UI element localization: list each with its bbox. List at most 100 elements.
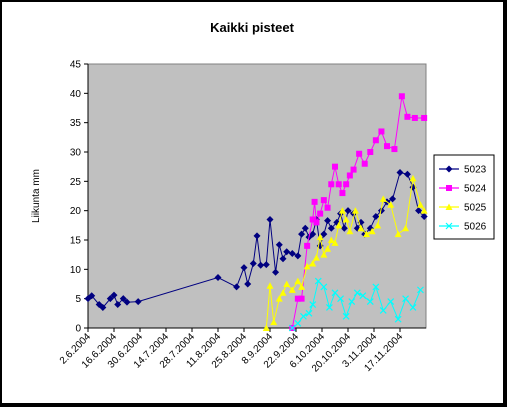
data-point [378, 128, 385, 135]
data-point [279, 289, 287, 296]
series-line [87, 171, 425, 309]
data-point [249, 259, 257, 267]
data-point [389, 195, 397, 203]
data-point [332, 163, 338, 170]
data-point [275, 241, 283, 249]
data-point [359, 292, 367, 300]
y-tick-label: 20 [70, 206, 82, 217]
data-point [387, 298, 395, 306]
data-point [257, 261, 265, 269]
data-point [387, 201, 395, 208]
legend-label: 5026 [464, 222, 487, 233]
data-point [294, 252, 302, 260]
data-point [403, 170, 411, 178]
data-point [335, 181, 342, 188]
data-point [338, 207, 346, 214]
y-tick-label: 35 [70, 118, 82, 129]
series-layer [84, 93, 428, 332]
data-point [342, 312, 350, 320]
data-point [272, 268, 280, 276]
data-point [396, 169, 404, 177]
legend-item: 5024 [439, 184, 487, 195]
data-point [294, 319, 302, 327]
y-tick-label: 15 [70, 236, 82, 247]
data-point [445, 165, 453, 173]
data-point [314, 277, 322, 285]
legend-item: 5023 [439, 165, 487, 176]
legend-label: 5024 [464, 184, 487, 195]
data-point [421, 114, 428, 121]
data-point [391, 146, 398, 153]
data-point [294, 277, 302, 285]
data-point [342, 215, 350, 223]
data-point [346, 172, 353, 179]
data-point [279, 255, 287, 263]
data-point [328, 181, 335, 188]
y-tick-label: 45 [70, 60, 82, 71]
data-point [309, 230, 317, 238]
data-point [312, 254, 320, 261]
data-point [343, 181, 350, 188]
data-point [398, 93, 405, 100]
data-point [402, 295, 409, 303]
data-point [415, 207, 423, 215]
data-point [366, 298, 374, 306]
data-point [288, 286, 296, 293]
data-point [420, 207, 428, 214]
data-point [309, 301, 317, 308]
data-point [416, 201, 424, 208]
data-point [266, 282, 274, 289]
data-point [350, 166, 357, 173]
legend: 5023 5024 5025 5026 [433, 154, 495, 240]
series-line [291, 280, 421, 329]
data-point [379, 195, 387, 202]
line-chart: Kaikki pisteet Liikunta mm 0 5 10 15 20 25 30 3… [31, 20, 495, 375]
data-point [294, 295, 301, 302]
data-point [394, 230, 402, 238]
data-point [363, 230, 371, 238]
data-point [372, 283, 380, 291]
data-point [384, 143, 390, 150]
data-point [367, 149, 374, 155]
data-point [326, 304, 333, 311]
data-point [445, 222, 453, 230]
y-axis-label: Liikunta mm [31, 169, 42, 223]
data-point [262, 261, 270, 269]
data-point [357, 224, 365, 232]
data-point [356, 150, 363, 157]
data-point [316, 233, 324, 241]
data-point [361, 160, 368, 167]
data-point [324, 245, 332, 252]
data-point [300, 312, 307, 320]
data-point [110, 291, 118, 299]
legend-label: 5025 [464, 203, 487, 214]
data-point [327, 236, 335, 243]
data-point [283, 248, 291, 256]
data-point [331, 289, 339, 297]
data-point [298, 295, 305, 302]
data-point [445, 203, 453, 210]
y-tick-label: 5 [75, 294, 81, 305]
data-point [320, 283, 328, 291]
data-point [337, 295, 344, 303]
data-point [374, 221, 382, 229]
data-point [409, 304, 417, 311]
data-point [377, 207, 385, 215]
data-point [240, 264, 248, 272]
legend-item: 5026 [439, 222, 487, 233]
data-point [320, 251, 328, 258]
data-point [233, 283, 241, 291]
data-point [214, 274, 222, 282]
data-point [372, 137, 379, 144]
data-point [339, 190, 346, 197]
series-5025 [262, 174, 428, 331]
series-5026 [288, 277, 424, 332]
data-point [446, 185, 452, 191]
y-tick-label: 25 [70, 177, 82, 188]
data-point [305, 309, 313, 317]
chart-title: Kaikki pisteet [210, 20, 294, 35]
y-axis: 0 5 10 15 20 25 30 35 40 45 [70, 60, 89, 335]
y-tick-label: 40 [70, 89, 82, 100]
data-point [411, 114, 418, 121]
data-point [409, 174, 417, 182]
